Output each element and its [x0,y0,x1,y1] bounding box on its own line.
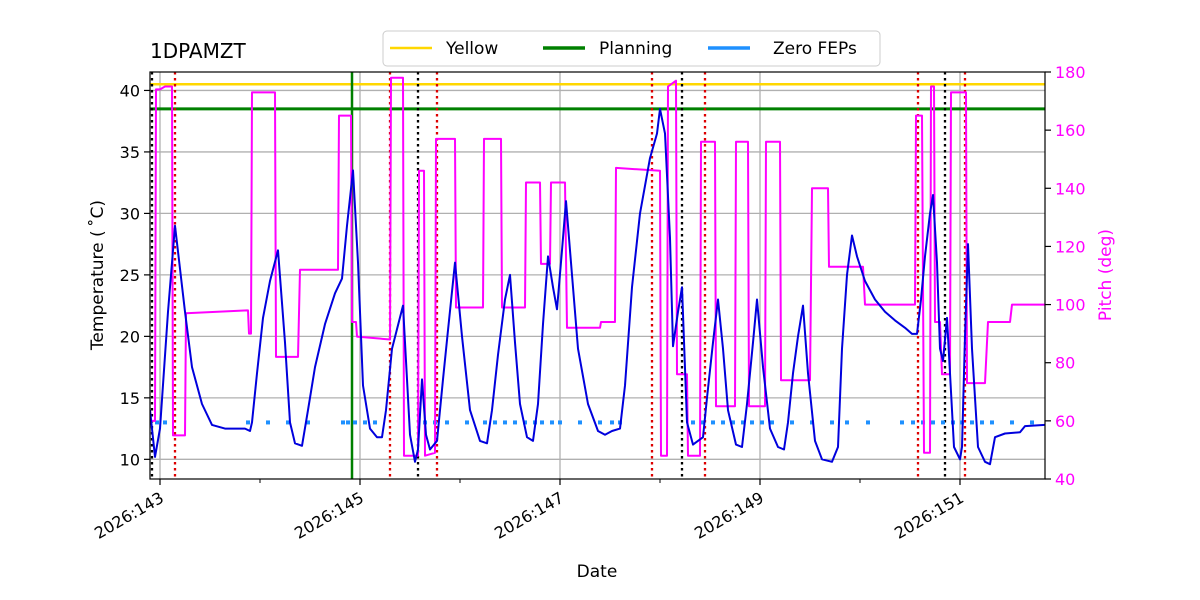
y2-tick-label: 80 [1055,354,1075,373]
zero-fep-point [1030,420,1034,425]
zero-fep-point [483,420,487,425]
y2-tick-label: 180 [1055,63,1086,82]
zero-fep-point [830,420,834,425]
y2-tick-label: 40 [1055,470,1075,489]
zero-fep-point [558,420,562,425]
zero-fep-point [770,420,774,425]
zero-fep-point [931,420,935,425]
zero-fep-point [513,420,517,425]
zero-fep-point [701,420,705,425]
zero-fep-point [503,420,507,425]
y2-tick-label: 60 [1055,412,1075,431]
zero-fep-point [246,420,250,425]
zero-fep-point [691,420,695,425]
y-tick-label: 15 [120,389,140,408]
y-tick-label: 25 [120,266,140,285]
zero-fep-point [990,420,994,425]
zero-fep-point [610,420,614,425]
y2-tick-label: 120 [1055,237,1086,256]
zero-fep-point [163,420,167,425]
zero-fep-point [790,420,794,425]
x-axis-label: Date [577,562,618,582]
plot-frame [149,71,1046,480]
zero-fep-point [866,420,870,425]
legend-label-zero-feps: Zero FEPs [773,39,857,59]
zero-fep-point [341,420,345,425]
y-axis-label: Temperature ( ˚C) [87,200,108,351]
plot-series [150,72,1045,479]
y2-tick-label: 160 [1055,121,1086,140]
zero-fep-point [711,420,715,425]
zero-fep-point [1010,420,1014,425]
zero-fep-point [445,420,449,425]
zero-fep-point [373,420,377,425]
zero-fep-point [266,420,270,425]
zero-fep-point [363,420,367,425]
legend-label-planning: Planning [599,39,672,59]
y2-axis-label: Pitch (deg) [1096,229,1116,321]
y-tick-label: 10 [120,450,140,469]
zero-fep-point [900,420,904,425]
zero-fep-point [493,420,497,425]
legend-label-yellow: Yellow [445,39,498,59]
zero-fep-point [731,420,735,425]
zero-fep-point [810,420,814,425]
zero-fep-point [550,420,554,425]
y-axis: 10 15 20 25 30 35 40 [120,81,150,469]
y-tick-label: 30 [120,204,140,223]
y-tick-label: 20 [120,327,140,346]
zero-fep-point [598,420,602,425]
zero-fep-point [970,420,974,425]
zero-fep-point [845,420,849,425]
y-tick-label: 40 [120,81,140,100]
zero-fep-point [941,420,945,425]
temperature-line [150,107,1045,466]
zero-fep-point [750,420,754,425]
zero-fep-point [721,420,725,425]
y2-tick-label: 140 [1055,179,1086,198]
y2-axis: 40 60 80 100 120 140 160 180 [1045,63,1086,489]
zero-fep-point [760,420,764,425]
chart-title: 1DPAMZT [150,39,247,63]
zero-fep-point [911,420,915,425]
zero-fep-point [578,420,582,425]
pitch-line [150,76,1045,457]
zero-fep-point [980,420,984,425]
zero-fep-point [540,420,544,425]
zero-fep-point [346,420,350,425]
zero-fep-point [286,420,290,425]
zero-fep-point [523,420,527,425]
legend: Yellow Planning Zero FEPs [382,30,881,67]
zero-fep-point [741,420,745,425]
y2-tick-label: 100 [1055,296,1086,315]
y-tick-label: 35 [120,143,140,162]
zero-fep-point [155,420,159,425]
zero-fep-point [353,420,357,425]
zero-fep-point [465,420,469,425]
legend-box [382,30,881,67]
zero-fep-point [306,420,310,425]
